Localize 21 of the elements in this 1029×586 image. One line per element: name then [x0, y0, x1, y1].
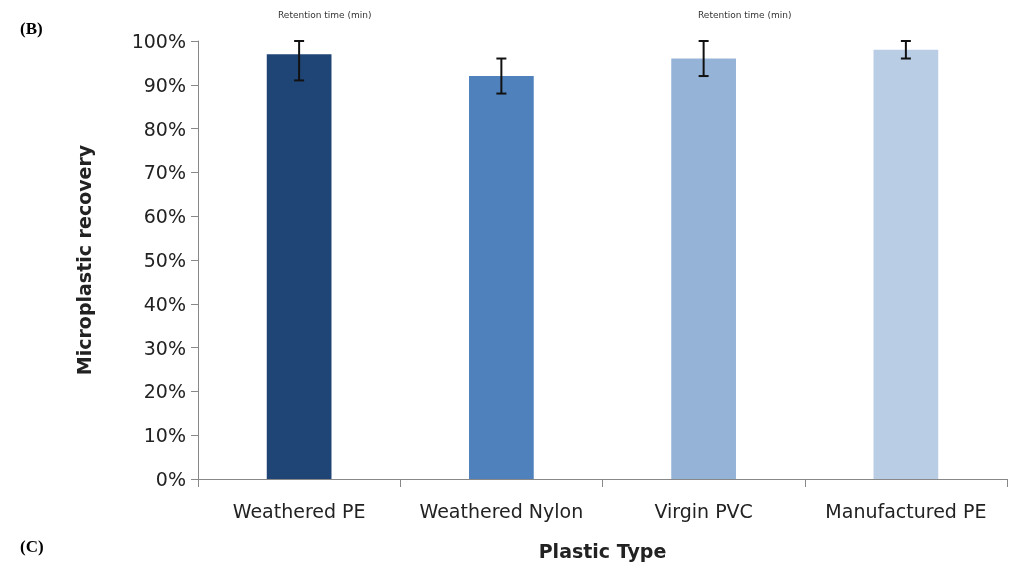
x-tick-label: Virgin PVC	[654, 499, 753, 522]
y-axis-title: Microplastic recovery	[72, 144, 95, 376]
y-tick-label: 40%	[143, 292, 186, 315]
text: Retention time (min)	[278, 9, 372, 20]
x-tick-label: Weathered Nylon	[419, 499, 584, 522]
y-tick-label: 50%	[143, 249, 186, 271]
text: (C)	[20, 537, 44, 556]
y-tick-label: 100%	[131, 30, 186, 52]
x-tick-label: Manufactured PE	[825, 499, 987, 522]
y-tick-label: 10%	[143, 424, 186, 447]
y-tick-label: 80%	[143, 117, 186, 140]
y-tick-label: 60%	[143, 205, 186, 228]
x-tick-label: Weathered PE	[232, 499, 366, 522]
text: (B)	[20, 19, 43, 38]
y-tick-label: 70%	[143, 161, 186, 184]
y-tick-label: 20%	[143, 380, 186, 403]
x-axis-title: Plastic Type	[538, 539, 667, 562]
y-tick-label: 90%	[143, 73, 186, 96]
y-tick-label: 0%	[155, 468, 186, 490]
y-tick-label: 30%	[143, 336, 186, 359]
text: Retention time (min)	[698, 9, 792, 20]
